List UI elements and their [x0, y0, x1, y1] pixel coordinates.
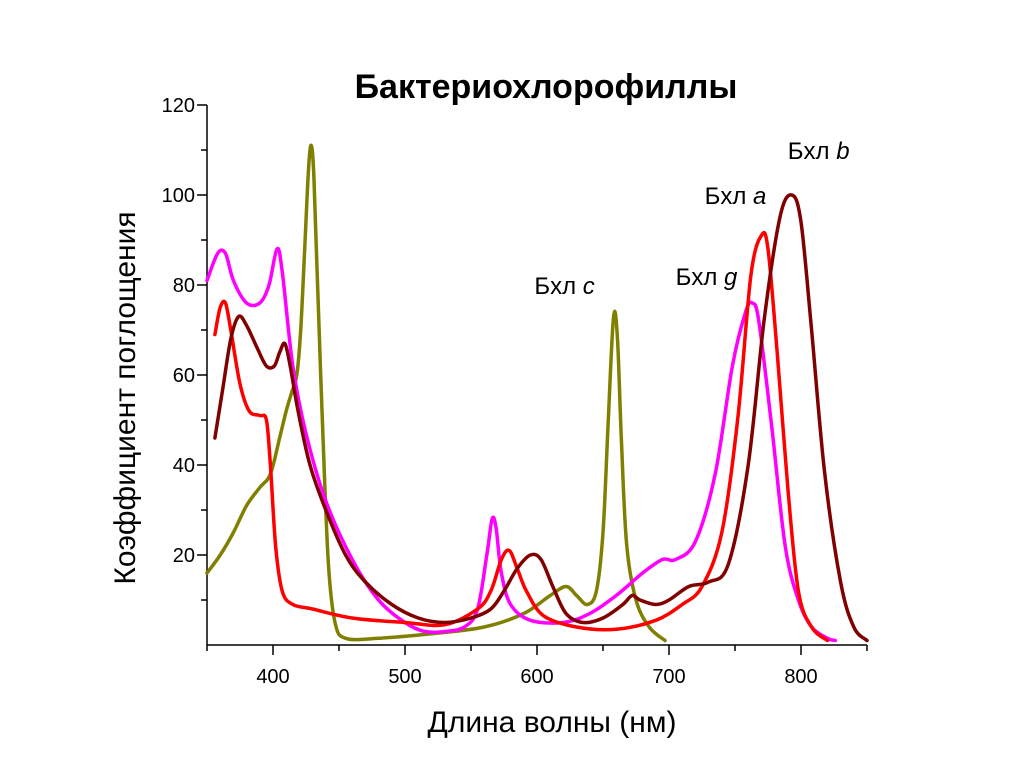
x-tick-label: 600: [520, 666, 553, 688]
series-line-бхл-c: [205, 143, 667, 643]
series-label-бхл-g: Бхл g: [676, 264, 738, 291]
series-label-бхл-a: Бхл a: [705, 183, 767, 210]
y-tick-label: 80: [173, 275, 195, 297]
series-labels: Бхл c Бхл g Бхл a Бхл b: [534, 138, 849, 300]
y-axis-label: Коэффициент поглощения: [109, 211, 142, 584]
series-curves: [205, 143, 869, 643]
x-tick-label: 800: [784, 666, 817, 688]
chart-title: Бактериохлорофиллы: [355, 68, 738, 106]
y-tick-label: 120: [162, 95, 195, 117]
y-tick-label: 100: [162, 185, 195, 207]
x-tick-label: 500: [388, 666, 421, 688]
y-tick-label: 20: [173, 545, 195, 567]
series-label-бхл-b: Бхл b: [788, 138, 850, 165]
x-tick-label: 400: [256, 666, 289, 688]
series-line-бхл-b: [213, 193, 869, 643]
y-tick-label: 60: [173, 365, 195, 387]
x-axis-label: Длина волны (нм): [428, 706, 677, 739]
series-label-бхл-c: Бхл c: [534, 273, 594, 300]
x-tick-label: 700: [652, 666, 685, 688]
y-tick-label: 40: [173, 455, 195, 477]
tick-labels: 400 500 600 700 800 20 40 60 80 100 120: [162, 95, 818, 688]
ticks: [197, 104, 868, 655]
series-line-бхл-g: [205, 246, 838, 643]
series-line-бхл-a: [213, 230, 830, 643]
